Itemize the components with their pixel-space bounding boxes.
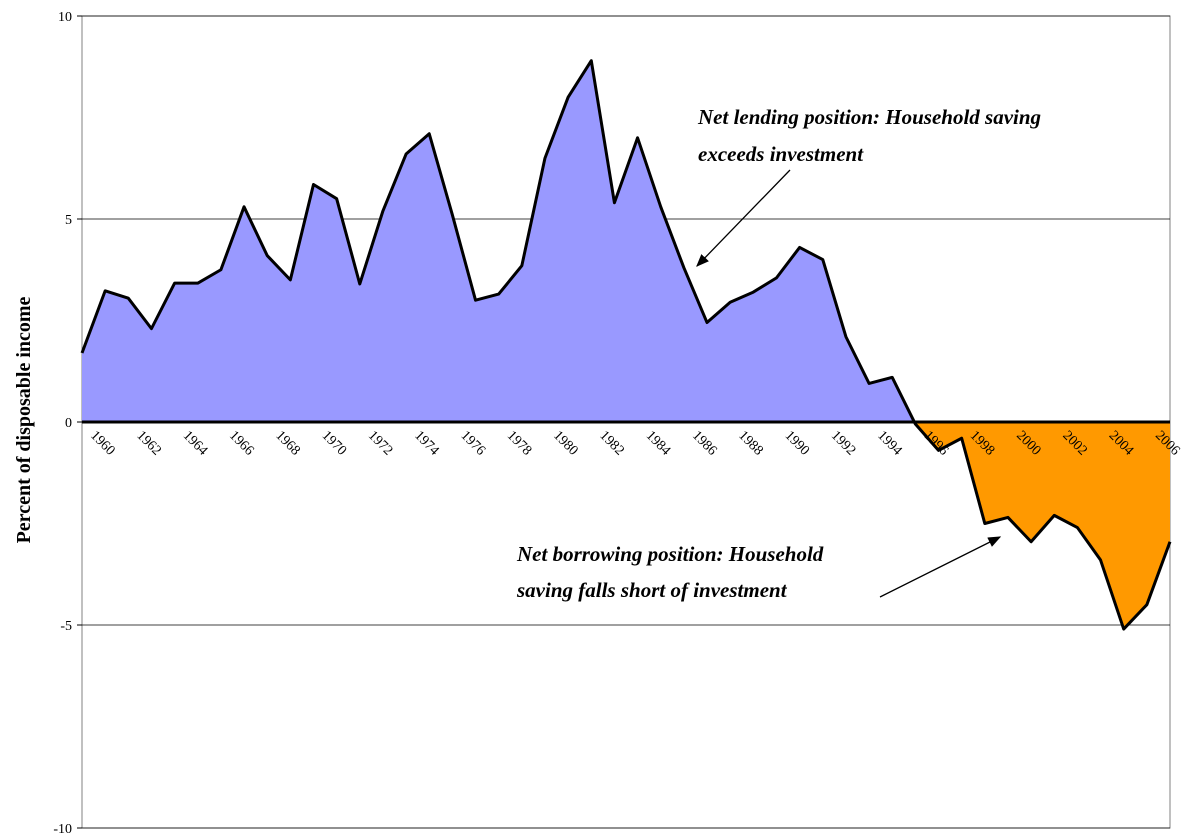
annotation: Net borrowing position: Household — [516, 542, 824, 566]
y-tick-label: 10 — [58, 10, 72, 25]
annotation-arrow — [696, 169, 791, 267]
y-tick-label: -5 — [60, 619, 72, 634]
x-tick-label: 1986 — [689, 428, 719, 458]
y-axis-label: Percent of disposable income — [13, 296, 35, 543]
y-tick-label: 5 — [65, 213, 72, 228]
annotation: Net lending position: Household saving — [697, 105, 1041, 129]
annotation: exceeds investment — [698, 142, 864, 166]
x-tick-label: 1976 — [458, 428, 488, 458]
x-tick-label: 1968 — [272, 428, 302, 458]
x-tick-label: 1978 — [504, 428, 534, 458]
x-tick-label: 1980 — [550, 428, 580, 458]
x-tick-label: 1992 — [828, 428, 858, 458]
annotation: saving falls short of investment — [516, 578, 788, 602]
annotation-arrow — [879, 536, 1002, 598]
annotations: Net lending position: Household saving e… — [516, 105, 1041, 602]
x-tick-label: 1974 — [411, 428, 441, 458]
x-tick-label: 1982 — [596, 428, 626, 458]
y-tick-label: -10 — [53, 822, 72, 835]
x-tick-label: 1984 — [643, 428, 673, 458]
area-positive — [82, 60, 1170, 422]
x-tick-label: 1966 — [226, 428, 256, 458]
x-tick-label: 1970 — [319, 428, 349, 458]
x-tick-label: 1988 — [735, 428, 765, 458]
x-tick-label: 1972 — [365, 428, 395, 458]
x-tick-label: 1994 — [874, 428, 904, 458]
x-tick-label: 1964 — [180, 428, 210, 458]
x-tick-label: 1960 — [87, 428, 117, 458]
line — [80, 59, 1172, 631]
area-negative — [82, 422, 1170, 630]
x-tick-label: 1962 — [133, 428, 163, 458]
y-tick-label: 0 — [65, 416, 72, 431]
x-tick-label: 1990 — [782, 428, 812, 458]
